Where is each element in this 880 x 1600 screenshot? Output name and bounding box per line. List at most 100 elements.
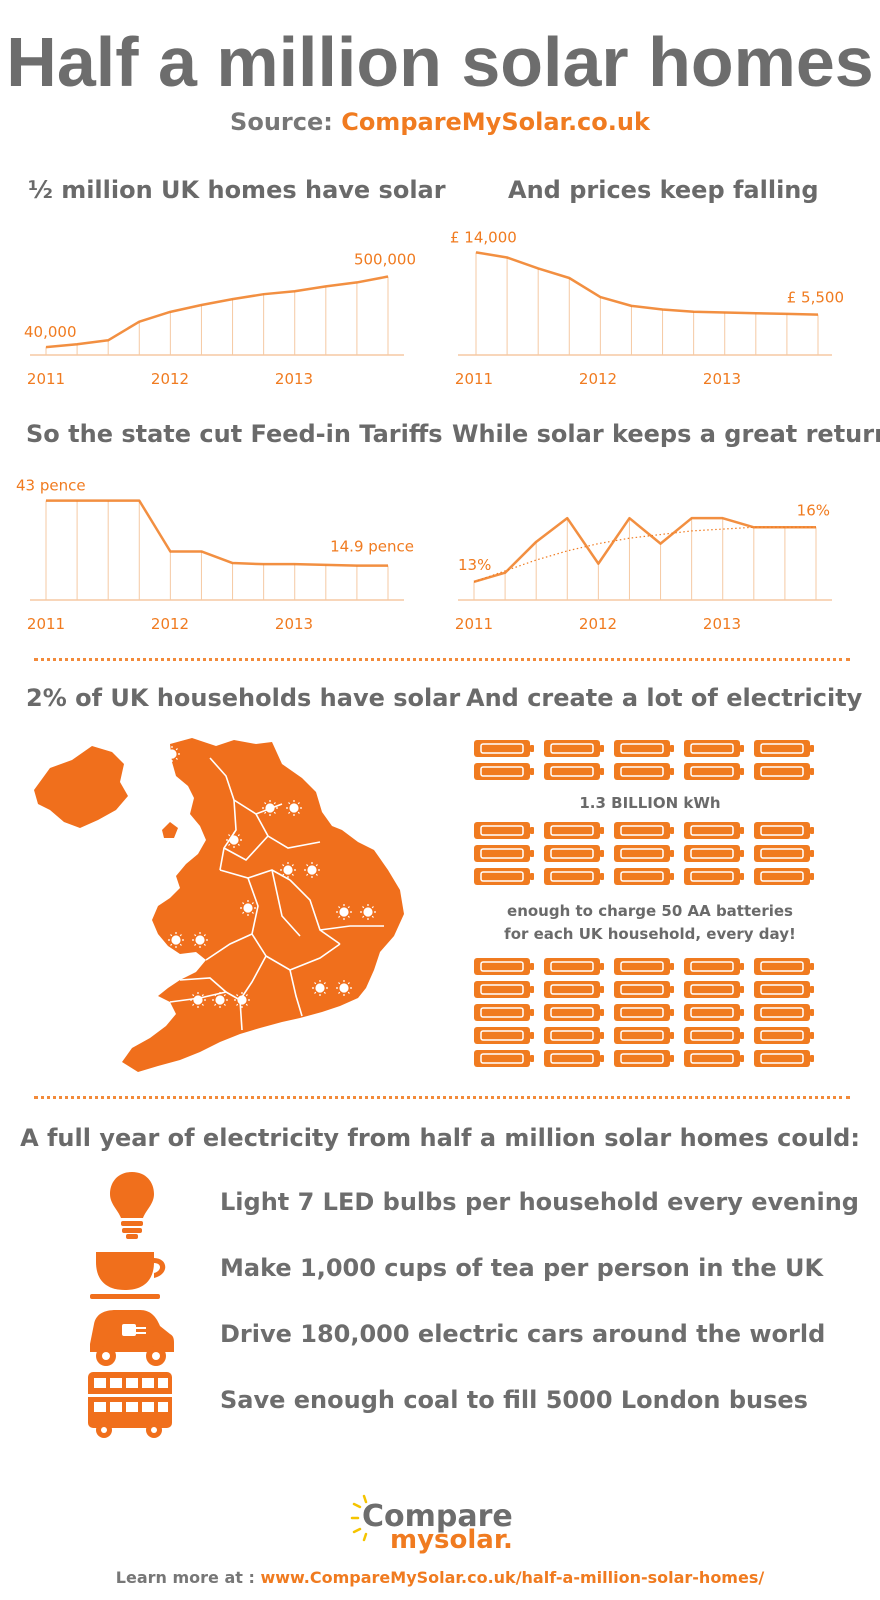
battery-icon (474, 958, 534, 975)
chart-title-tariffs: So the state cut Feed-in Tariffs (26, 420, 443, 448)
chart-tick-label: 2011 (27, 370, 65, 388)
comparemysolar-logo: Compare mysolar. (350, 1494, 513, 1554)
chart-tick-label: 2012 (151, 370, 189, 388)
battery-icon (684, 868, 744, 885)
battery-icon (684, 763, 744, 780)
battery-icon (544, 822, 604, 839)
battery-icon (544, 763, 604, 780)
battery-group-middle (474, 822, 814, 885)
battery-icon (474, 763, 534, 780)
battery-icon (684, 822, 744, 839)
battery-icon (754, 868, 814, 885)
kwh-label: 1.3 BILLION kWh (579, 794, 721, 812)
chart-end-label: 16% (797, 501, 830, 519)
homes-chart: 2011 2012 2013 40,000 500,000 (24, 251, 416, 388)
source-label: Source: (230, 108, 333, 136)
electricity-title: And create a lot of electricity (466, 684, 863, 712)
section-divider (34, 658, 850, 661)
battery-icon (544, 845, 604, 862)
chart-series-line (45, 275, 389, 349)
chart-start-label: 40,000 (24, 323, 77, 341)
chart-tick-label: 2013 (275, 370, 313, 388)
battery-icon (754, 845, 814, 862)
battery-icon (754, 763, 814, 780)
fact-led-bulbs: Light 7 LED bulbs per household every ev… (220, 1188, 859, 1216)
battery-icon (684, 1027, 744, 1044)
tariffs-chart: 2011 2012 2013 43 pence 14.9 pence (16, 477, 414, 633)
battery-icon (474, 740, 534, 757)
battery-icon (614, 1027, 674, 1044)
electric-car-icon (90, 1310, 174, 1366)
fact-coal-buses: Save enough coal to fill 5000 London bus… (220, 1386, 808, 1414)
battery-icon (754, 1004, 814, 1021)
battery-group-top (474, 740, 814, 780)
battery-icon (614, 1004, 674, 1021)
source-line: Source: CompareMySolar.co.uk (0, 108, 880, 136)
chart-tick-label: 2011 (455, 615, 493, 633)
battery-icon (474, 845, 534, 862)
battery-icon (474, 1004, 534, 1021)
chart-end-label: £ 5,500 (787, 289, 844, 307)
teacup-icon (90, 1252, 166, 1299)
battery-icon (544, 868, 604, 885)
battery-icon (614, 822, 674, 839)
battery-caption-line1: enough to charge 50 AA batteries (507, 902, 793, 920)
uk-households-title: 2% of UK households have solar (26, 684, 461, 712)
chart-tick-label: 2011 (27, 615, 65, 633)
chart-tick-label: 2012 (579, 615, 617, 633)
return-chart: 2011 2012 2013 13% 16% (455, 501, 832, 633)
battery-icon (754, 981, 814, 998)
battery-icon (684, 958, 744, 975)
footer-label: Learn more at : (115, 1568, 255, 1587)
chart-series-line (46, 499, 388, 567)
battery-icon (684, 740, 744, 757)
logo-text-mysolar: mysolar. (390, 1525, 513, 1554)
footer: Learn more at : www.CompareMySolar.co.uk… (0, 1568, 880, 1587)
battery-icon (544, 1027, 604, 1044)
battery-icon (754, 1027, 814, 1044)
chart-title-return: While solar keeps a great return (452, 420, 880, 448)
chart-series-line (473, 516, 816, 584)
battery-caption-line2: for each UK household, every day! (504, 925, 796, 943)
source-link[interactable]: CompareMySolar.co.uk (341, 108, 650, 136)
double-decker-bus-icon (88, 1372, 172, 1438)
chart-end-label: 500,000 (354, 251, 416, 269)
battery-icon (684, 845, 744, 862)
lightbulb-icon (110, 1172, 154, 1239)
battery-icon (474, 1027, 534, 1044)
battery-icon (614, 981, 674, 998)
battery-icon (544, 981, 604, 998)
chart-start-label: 13% (458, 556, 491, 574)
chart-trend-line (473, 526, 816, 583)
battery-icon (614, 1050, 674, 1067)
prices-chart: 2011 2012 2013 £ 14,000 £ 5,500 (450, 228, 844, 388)
battery-icon (474, 981, 534, 998)
fact-tea: Make 1,000 cups of tea per person in the… (220, 1254, 824, 1282)
chart-tick-label: 2012 (151, 615, 189, 633)
battery-group-bottom (474, 958, 814, 1067)
chart-title-homes: ½ million UK homes have solar (28, 176, 446, 204)
facts-title: A full year of electricity from half a m… (20, 1124, 860, 1152)
battery-icon (544, 958, 604, 975)
battery-icon (614, 740, 674, 757)
battery-icon (754, 958, 814, 975)
battery-icon (544, 1050, 604, 1067)
battery-icon (614, 763, 674, 780)
chart-tick-label: 2011 (455, 370, 493, 388)
footer-link[interactable]: www.CompareMySolar.co.uk/half-a-million-… (260, 1568, 765, 1587)
battery-icon (754, 1050, 814, 1067)
battery-icon (544, 740, 604, 757)
fact-electric-cars: Drive 180,000 electric cars around the w… (220, 1320, 826, 1348)
battery-icon (684, 1004, 744, 1021)
chart-tick-label: 2012 (579, 370, 617, 388)
battery-icon (754, 822, 814, 839)
chart-title-prices: And prices keep falling (508, 176, 819, 204)
chart-end-label: 14.9 pence (330, 538, 414, 556)
battery-icon (474, 1050, 534, 1067)
page-title: Half a million solar homes (6, 23, 874, 101)
battery-icon (614, 958, 674, 975)
chart-tick-label: 2013 (275, 615, 313, 633)
battery-icon (544, 1004, 604, 1021)
battery-icon (474, 822, 534, 839)
battery-icon (474, 868, 534, 885)
